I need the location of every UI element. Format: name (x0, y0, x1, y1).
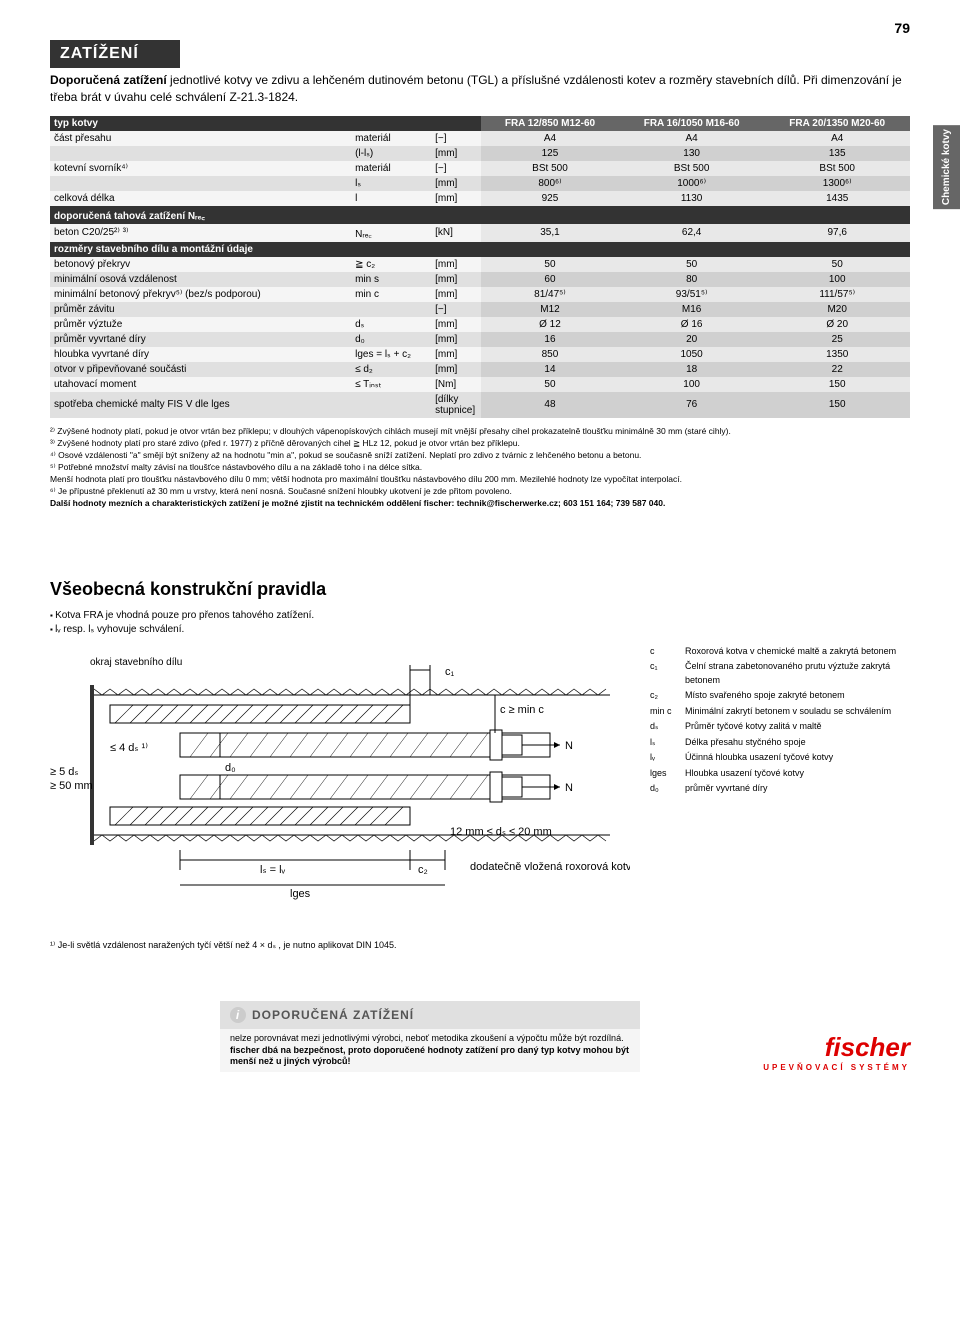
table-row: průměr závitu[−]M12M16M20 (50, 302, 910, 317)
logo: fischer UPEVŇOVACÍ SYSTÉMY (763, 1032, 910, 1072)
rec-title: iDOPORUČENÁ ZATÍŽENÍ (220, 1001, 640, 1029)
logo-sub: UPEVŇOVACÍ SYSTÉMY (763, 1063, 910, 1072)
th-col3: FRA 20/1350 M20-60 (764, 116, 910, 131)
svg-text:dodatečně vložená roxorová kot: dodatečně vložená roxorová kotva (470, 861, 630, 873)
svg-text:lₛ = lᵥ: lₛ = lᵥ (260, 864, 286, 876)
legend-row: c₁Čelní strana zabetonovaného prutu výzt… (650, 660, 910, 687)
section-row: rozměry stavebního dílu a montážní údaje (50, 242, 910, 257)
intro-bold: Doporučená zatížení (50, 73, 167, 87)
svg-text:12 mm ≤ dₛ ≤ 20 mm: 12 mm ≤ dₛ ≤ 20 mm (450, 826, 552, 838)
svg-text:c ≥ min c: c ≥ min c (500, 704, 544, 716)
table-row: (l-lₛ)[mm]125130135 (50, 146, 910, 161)
table-row: minimální osová vzdálenostmin s[mm]60801… (50, 272, 910, 287)
rules-title: Všeobecná konstrukční pravidla (50, 579, 910, 600)
table-row: utahovací moment≤ Tᵢₙₛₜ[Nm]50100150 (50, 377, 910, 392)
table-row: hloubka vyvrtané dírylges = lₛ + c₂[mm]8… (50, 347, 910, 362)
edge-label: okraj stavebního dílu (90, 657, 182, 668)
table-row: otvor v připevňované součásti≤ d₂[mm]141… (50, 362, 910, 377)
table-row: část přesahumateriál[−]A4A4A4 (50, 131, 910, 146)
intro-text: Doporučená zatížení jednotlivé kotvy ve … (50, 72, 910, 106)
section-row: doporučená tahová zatížení Nᵣₑ꜀ (50, 206, 910, 224)
svg-text:≥ 50 mm: ≥ 50 mm (50, 780, 93, 792)
legend-row: dₛPrůměr tyčové kotvy zalitá v maltě (650, 720, 910, 734)
legend-row: lₛDélka přesahu styčného spoje (650, 736, 910, 750)
table-row: celková délkal[mm]92511301435 (50, 191, 910, 206)
table-row: průměr vyvrtané díryd₀[mm]162025 (50, 332, 910, 347)
table-row: lₛ[mm]800⁶⁾1000⁶⁾1300⁶⁾ (50, 176, 910, 191)
legend-row: lᵥÚčinná hloubka usazení tyčové kotvy (650, 751, 910, 765)
table-row: betonový překryv≧ c₂[mm]505050 (50, 257, 910, 272)
bullet-item: Kotva FRA je vhodná pouze pro přenos tah… (50, 610, 910, 621)
legend-row: cRoxorová kotva v chemické maltě a zakry… (650, 645, 910, 659)
svg-text:≤ 4 dₛ ¹⁾: ≤ 4 dₛ ¹⁾ (110, 742, 148, 754)
info-icon: i (230, 1007, 246, 1023)
page-number: 79 (894, 20, 910, 36)
recommendation-box: iDOPORUČENÁ ZATÍŽENÍ nelze porovnávat me… (220, 1001, 640, 1072)
svg-text:N: N (565, 740, 573, 752)
load-table: typ kotvy FRA 12/850 M12-60 FRA 16/1050 … (50, 116, 910, 418)
th-col2: FRA 16/1050 M16-60 (619, 116, 765, 131)
logo-text: fischer (763, 1032, 910, 1063)
table-row: průměr výztužedₛ[mm]Ø 12Ø 16Ø 20 (50, 317, 910, 332)
section-title: ZATÍŽENÍ (50, 40, 180, 68)
svg-text:lges: lges (290, 888, 311, 900)
bullets: Kotva FRA je vhodná pouze pro přenos tah… (50, 610, 910, 635)
rec-body: nelze porovnávat mezi jednotlivými výrob… (220, 1029, 640, 1072)
footnotes: ²⁾ Zvýšené hodnoty platí, pokud je otvor… (50, 426, 910, 509)
side-tab: Chemické kotvy (933, 125, 960, 209)
table-row: kotevní svorník⁴⁾materiál[−]BSt 500BSt 5… (50, 161, 910, 176)
legend: cRoxorová kotva v chemické maltě a zakry… (650, 645, 910, 910)
svg-text:N: N (565, 782, 573, 794)
th-col1: FRA 12/850 M12-60 (481, 116, 619, 131)
svg-text:c₁: c₁ (445, 666, 455, 678)
svg-text:≥ 5 dₛ: ≥ 5 dₛ (50, 766, 79, 778)
legend-row: lgesHloubka usazení tyčové kotvy (650, 767, 910, 781)
diagram: okraj stavebního dílu (50, 645, 630, 910)
svg-text:d₀: d₀ (225, 762, 236, 774)
bullet-item: lᵥ resp. lₛ vyhovuje schválení. (50, 624, 910, 635)
diagram-footnote: ¹⁾ Je-li světlá vzdálenost naražených ty… (50, 940, 910, 951)
table-row: spotřeba chemické malty FIS V dle lges[d… (50, 392, 910, 418)
svg-text:c₂: c₂ (418, 864, 428, 876)
table-row: beton C20/25²⁾ ³⁾Nᵣₑ꜀[kN]35,162,497,6 (50, 224, 910, 242)
th-typ: typ kotvy (50, 116, 481, 131)
legend-row: d₀průměr vyvrtané díry (650, 782, 910, 796)
table-row: minimální betonový překryv⁵⁾ (bez/s podp… (50, 287, 910, 302)
legend-row: c₂Místo svařeného spoje zakryté betonem (650, 689, 910, 703)
legend-row: min cMinimální zakrytí betonem v souladu… (650, 705, 910, 719)
